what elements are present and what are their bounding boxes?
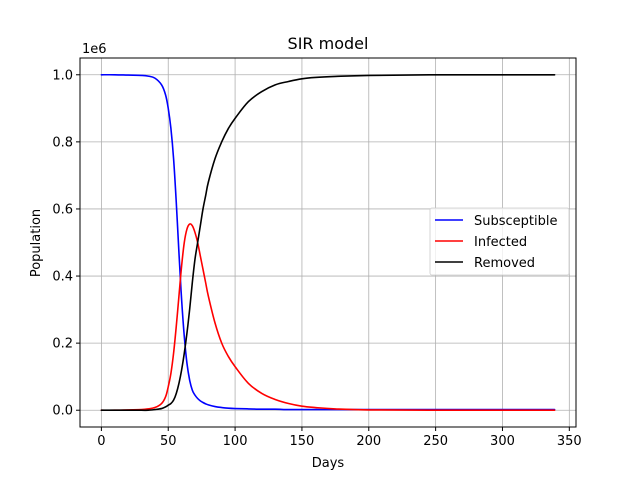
series-line-removed xyxy=(100,73,556,412)
x-tick-label: 100 xyxy=(223,434,248,449)
y-tick-label: 0.6 xyxy=(52,202,73,217)
legend-label: Removed xyxy=(474,256,535,271)
legend: Subsceptible Infected Removed xyxy=(429,207,570,276)
y-axis-label: Population xyxy=(29,209,44,277)
x-tick-label: 0 xyxy=(97,434,105,449)
y-tick-label: 0.2 xyxy=(52,337,73,352)
plot-frame xyxy=(79,57,577,428)
x-tick-label: 50 xyxy=(160,434,177,449)
chart-title: SIR model xyxy=(288,34,369,53)
x-axis-label: Days xyxy=(312,456,345,471)
x-tick-label: 200 xyxy=(356,434,381,449)
legend-label: Subsceptible xyxy=(474,214,557,229)
y-tick-label: 1.0 xyxy=(52,68,73,83)
y-offset-label: 1e6 xyxy=(82,42,107,57)
y-tick-label: 0.4 xyxy=(52,270,73,285)
y-tick-label: 0.0 xyxy=(52,404,73,419)
y-tick-label: 0.8 xyxy=(52,135,73,150)
legend-box xyxy=(429,207,570,276)
x-tick-label: 150 xyxy=(290,434,315,449)
series-line-subsceptible xyxy=(100,73,556,411)
ticks-layer: 0 50 100 150 200 250 300 350 0.0 0.2 0.4 0.6 0.8 1.0 xyxy=(52,68,581,449)
x-tick-label: 250 xyxy=(423,434,448,449)
x-tick-label: 350 xyxy=(557,434,582,449)
series-layer xyxy=(100,73,556,412)
legend-label: Infected xyxy=(474,235,527,250)
x-tick-label: 300 xyxy=(490,434,515,449)
